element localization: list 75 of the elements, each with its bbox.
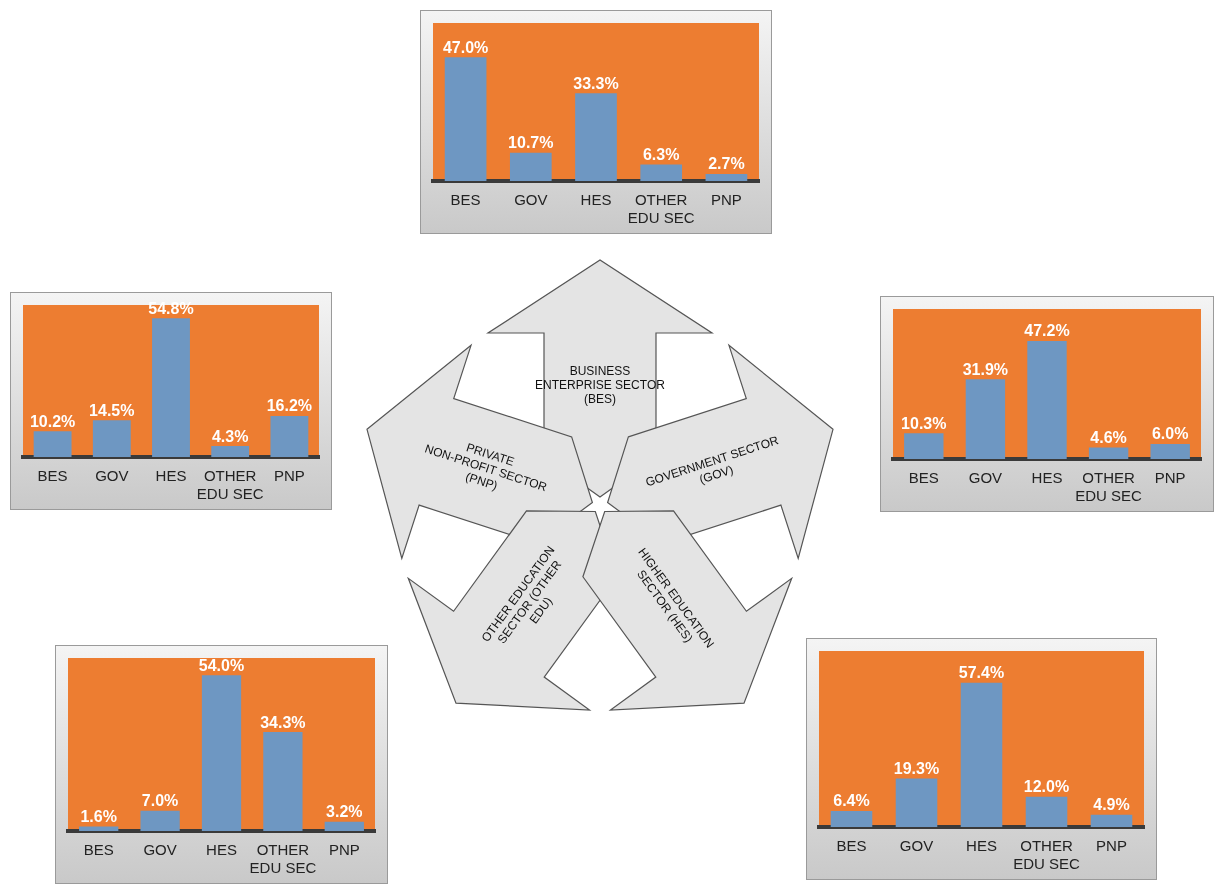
data-label: 47.0% (442, 38, 489, 56)
x-tick-label: OTHER EDU SEC (1013, 837, 1080, 873)
x-tick-label: GOV (143, 841, 177, 859)
x-tick-label: HES (580, 191, 612, 209)
bar (960, 682, 1003, 827)
data-label: 12.0% (1023, 778, 1070, 796)
bar (263, 732, 303, 831)
bar (79, 826, 119, 831)
x-tick-label: OTHER EDU SEC (249, 841, 317, 877)
data-label: 31.9% (962, 360, 1009, 378)
x-tick-label: OTHER EDU SEC (1075, 469, 1143, 505)
bar (324, 821, 364, 831)
data-label: 6.4% (833, 792, 870, 810)
data-label: 6.0% (1151, 425, 1189, 443)
data-label: 16.2% (266, 397, 313, 415)
bar (575, 93, 617, 181)
data-label: 14.5% (89, 401, 135, 419)
text: BUSINESS ENTERPRISE SECTOR (BES) (535, 364, 666, 406)
bar (1027, 341, 1067, 459)
data-label: 1.6% (80, 807, 117, 825)
bar (904, 433, 944, 459)
x-tick-label: BES (83, 841, 114, 859)
bar (1088, 447, 1129, 459)
x-tick-label: OTHER EDU SEC (196, 467, 264, 503)
data-label: 2.7% (708, 155, 745, 173)
bar (140, 810, 180, 831)
x-tick-label: OTHER EDU SEC (627, 191, 695, 227)
data-label: 10.3% (901, 414, 947, 432)
data-label: 6.3% (642, 145, 680, 163)
data-label: 4.3% (211, 427, 249, 445)
x-tick-label: HES (155, 467, 187, 485)
bar (1150, 444, 1190, 459)
data-label: 19.3% (893, 759, 940, 777)
x-tick-label: GOV (514, 191, 548, 209)
data-label: 4.6% (1090, 428, 1127, 446)
x-tick-label: BES (37, 467, 68, 485)
x-tick-label: GOV (968, 469, 1003, 487)
data-label: 7.0% (141, 792, 179, 810)
bar (211, 446, 250, 457)
data-label: 34.3% (260, 713, 306, 731)
x-tick-label: BES (450, 191, 481, 209)
data-label: 54.0% (198, 656, 245, 674)
bar (92, 420, 131, 457)
bar (270, 415, 309, 457)
data-label: 4.9% (1093, 796, 1130, 814)
x-tick-label: PNP (1154, 469, 1186, 487)
data-label: 3.2% (326, 803, 363, 821)
x-tick-label: PNP (328, 841, 360, 859)
data-label: 33.3% (573, 74, 619, 92)
bar (830, 810, 873, 827)
x-tick-label: PNP (710, 191, 742, 209)
data-label: 57.4% (958, 664, 1005, 682)
x-tick-label: HES (206, 841, 237, 859)
x-tick-label: BES (908, 469, 939, 487)
bar (640, 164, 683, 181)
data-label: 10.7% (508, 134, 554, 152)
bar (1025, 796, 1068, 827)
bar (201, 675, 242, 831)
data-label: 10.2% (29, 412, 76, 430)
x-tick-label: PNP (273, 467, 305, 485)
x-tick-label: BES (836, 837, 867, 855)
bar (705, 173, 748, 181)
x-tick-label: GOV (95, 467, 129, 485)
x-tick-label: HES (1031, 469, 1063, 487)
x-tick-label: GOV (899, 837, 934, 855)
bar (965, 379, 1006, 459)
bar (444, 57, 487, 181)
bar (152, 318, 190, 457)
x-tick-label: HES (966, 837, 997, 855)
bar (33, 431, 72, 457)
data-label: 47.2% (1024, 322, 1070, 340)
bar (509, 152, 552, 181)
bar (895, 778, 938, 827)
x-tick-label: PNP (1096, 837, 1127, 855)
bar (1090, 814, 1133, 827)
